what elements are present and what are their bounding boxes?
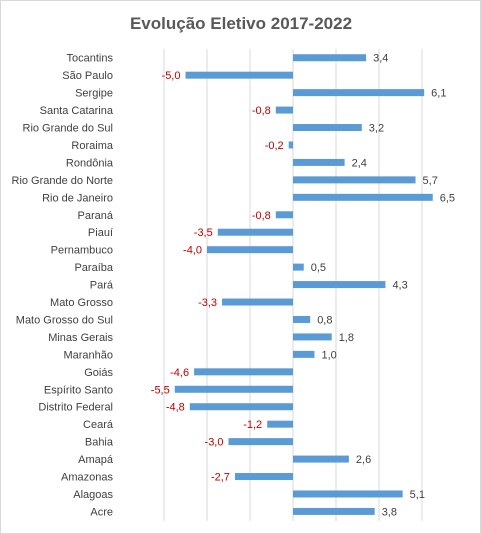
value-label-22: -3,0 — [205, 437, 224, 449]
bar-2 — [293, 89, 425, 97]
category-label-26: Acre — [90, 506, 113, 518]
category-label-12: Paraíba — [74, 262, 113, 274]
category-label-8: Rio de Janeiro — [42, 192, 113, 204]
value-label-9: -0,8 — [252, 210, 271, 222]
bar-18 — [194, 368, 293, 376]
category-label-11: Pernambuco — [51, 245, 113, 257]
value-label-11: -4,0 — [183, 245, 202, 257]
value-label-5: -0,2 — [265, 140, 284, 152]
bar-22 — [228, 438, 293, 446]
value-label-14: -3,3 — [198, 297, 217, 309]
bar-26 — [293, 507, 375, 515]
value-label-4: 3,2 — [369, 123, 384, 135]
category-labels: Tocantins São Paulo Sergipe Santa Catarina R… — [12, 53, 114, 519]
category-label-1: São Paulo — [62, 70, 113, 82]
category-label-14: Mato Grosso — [50, 297, 113, 309]
bars — [174, 54, 433, 515]
bar-25 — [293, 490, 403, 498]
chart-title: Evolução Eletivo 2017-2022 — [130, 14, 352, 33]
bar-7 — [293, 176, 416, 184]
bar-6 — [293, 158, 345, 166]
bar-16 — [293, 333, 332, 341]
category-label-22: Bahia — [85, 437, 114, 449]
category-label-10: Piauí — [88, 227, 113, 239]
value-label-1: -5,0 — [162, 70, 181, 82]
category-label-17: Maranhão — [63, 349, 113, 361]
value-label-12: 0,5 — [311, 262, 326, 274]
category-label-0: Tocantins — [67, 53, 114, 65]
category-label-23: Amapá — [78, 454, 114, 466]
value-label-10: -3,5 — [194, 227, 213, 239]
value-label-8: 6,5 — [440, 192, 455, 204]
category-label-21: Ceará — [83, 419, 114, 431]
value-label-3: -0,8 — [252, 105, 271, 117]
bar-8 — [293, 193, 433, 201]
value-label-7: 5,7 — [423, 175, 438, 187]
value-label-16: 1,8 — [339, 332, 354, 344]
category-label-25: Alagoas — [73, 489, 113, 501]
bar-5 — [288, 141, 293, 149]
value-labels: 3,4 -5,0 6,1 -0,8 3,2 -0,2 2,4 5,76,5 -0,8 -3,5 -4… — [151, 53, 455, 519]
category-label-15: Mato Grosso do Sul — [16, 314, 113, 326]
category-label-13: Pará — [90, 280, 114, 292]
bar-23 — [293, 455, 349, 463]
bar-17 — [293, 350, 315, 358]
bar-19 — [174, 385, 293, 393]
value-label-0: 3,4 — [373, 53, 388, 65]
value-label-23: 2,6 — [356, 454, 371, 466]
category-label-9: Paraná — [78, 210, 114, 222]
value-label-13: 4,3 — [392, 280, 407, 292]
value-label-24: -2,7 — [211, 472, 230, 484]
bar-13 — [293, 281, 386, 289]
value-label-19: -5,5 — [151, 384, 170, 396]
value-label-25: 5,1 — [410, 489, 425, 501]
bar-10 — [217, 228, 293, 236]
value-label-15: 0,8 — [317, 314, 332, 326]
value-label-18: -4,6 — [170, 367, 189, 379]
bar-1 — [185, 71, 293, 79]
category-label-19: Espírito Santo — [44, 384, 113, 396]
category-label-2: Sergipe — [75, 88, 113, 100]
bar-9 — [275, 211, 293, 219]
category-label-3: Santa Catarina — [40, 105, 114, 117]
category-label-24: Amazonas — [61, 472, 113, 484]
category-label-7: Rio Grande do Norte — [12, 175, 114, 187]
bar-12 — [293, 263, 304, 271]
value-label-21: -1,2 — [243, 419, 262, 431]
bar-4 — [293, 124, 362, 132]
bar-15 — [293, 315, 311, 323]
bar-21 — [267, 420, 293, 428]
value-label-17: 1,0 — [322, 349, 337, 361]
bar-14 — [222, 298, 293, 306]
bar-20 — [189, 403, 293, 411]
category-label-18: Goiás — [84, 367, 113, 379]
value-label-6: 2,4 — [352, 157, 367, 169]
value-label-20: -4,8 — [166, 402, 185, 414]
bar-0 — [293, 54, 367, 62]
category-label-4: Rio Grande do Sul — [23, 123, 114, 135]
bar-3 — [275, 106, 293, 114]
value-label-2: 6,1 — [431, 88, 446, 100]
bar-24 — [234, 473, 293, 481]
category-label-20: Distrito Federal — [38, 402, 113, 414]
category-label-5: Roraima — [71, 140, 113, 152]
value-label-26: 3,8 — [382, 506, 397, 518]
category-label-16: Minas Gerais — [48, 332, 113, 344]
category-label-6: Rondônia — [66, 157, 114, 169]
bar-11 — [207, 246, 293, 254]
